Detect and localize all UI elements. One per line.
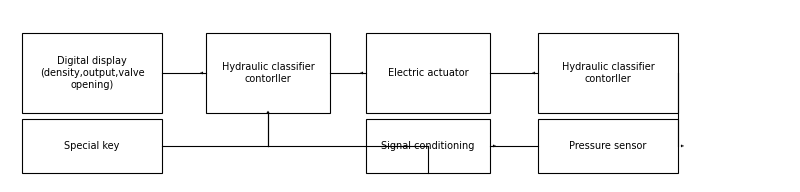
Text: Signal conditioning: Signal conditioning <box>382 141 474 151</box>
Text: Hydraulic classifier
contorller: Hydraulic classifier contorller <box>222 62 314 84</box>
Bar <box>538 33 678 113</box>
Bar <box>366 33 490 113</box>
Text: Digital display
(density,output,valve
opening): Digital display (density,output,valve op… <box>40 56 144 89</box>
Text: Hydraulic classifier
contorller: Hydraulic classifier contorller <box>562 62 654 84</box>
Bar <box>366 119 490 173</box>
Text: Electric actuator: Electric actuator <box>388 68 468 78</box>
Bar <box>206 33 330 113</box>
Bar <box>22 119 162 173</box>
Text: Pressure sensor: Pressure sensor <box>570 141 646 151</box>
Text: Special key: Special key <box>64 141 120 151</box>
Bar <box>538 119 678 173</box>
Bar <box>22 33 162 113</box>
